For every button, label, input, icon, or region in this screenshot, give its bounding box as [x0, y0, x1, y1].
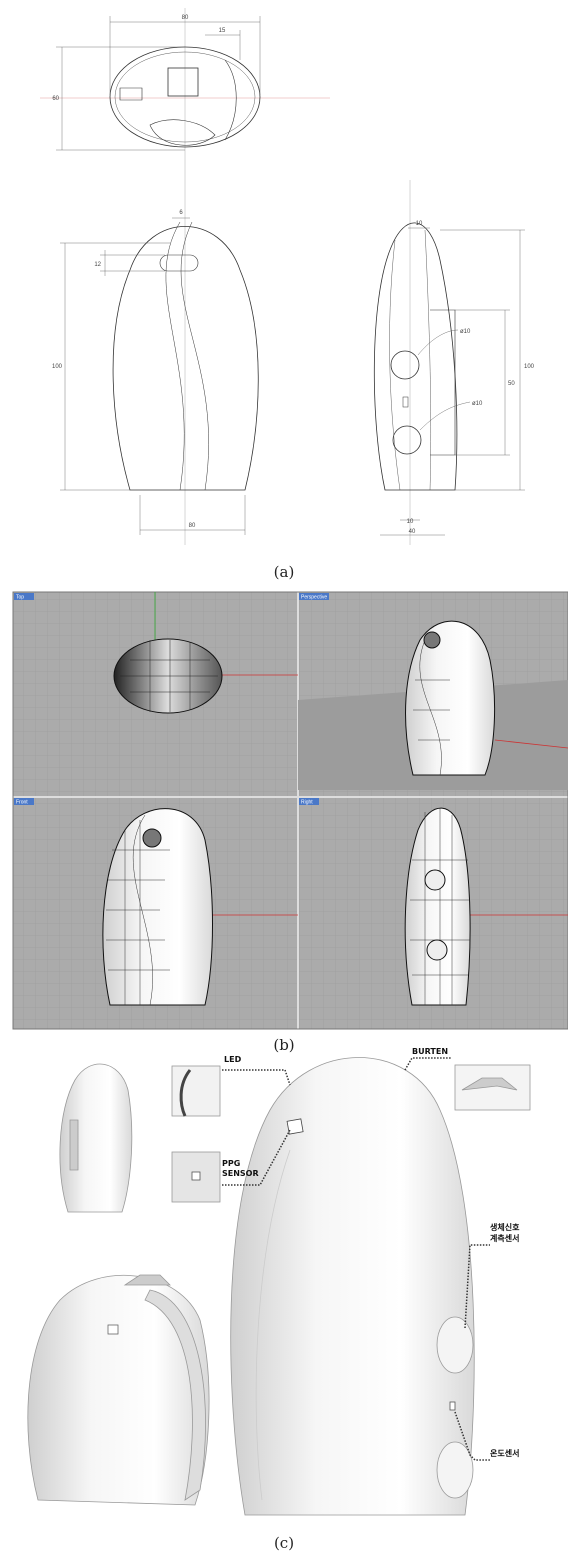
dimension: 100 [524, 364, 535, 370]
renderings [27, 1057, 531, 1516]
dimension: 40 [409, 529, 416, 535]
dimension: 15 [219, 28, 226, 34]
viewport-label: Front [16, 800, 28, 806]
dimension-labels: 80 15 60 6 12 100 80 10 100 50 ø10 ø10 1… [52, 15, 535, 535]
drawing-a [40, 8, 525, 545]
viewport-label: Top [16, 595, 24, 601]
dimension: ø10 [472, 401, 483, 407]
dimension: 10 [416, 221, 423, 227]
dimension: 50 [508, 381, 515, 387]
caption: (c) [274, 1534, 294, 1552]
callout: LED [224, 1055, 242, 1064]
caption: (a) [274, 563, 295, 581]
callout: 온도센서 [490, 1448, 519, 1458]
dimension: 100 [52, 364, 63, 370]
dimension: 80 [182, 15, 189, 21]
caption: (b) [273, 1036, 294, 1054]
callout: BURTEN [412, 1047, 448, 1056]
viewport-label: Right [301, 800, 313, 806]
dimension: 12 [94, 262, 101, 268]
dimension: 80 [189, 523, 196, 529]
callout-leaders [222, 1057, 490, 1461]
dimension: 60 [52, 96, 59, 102]
dimension: 10 [407, 519, 414, 525]
callout: PPG [222, 1159, 240, 1168]
viewport-label: Perspective [301, 595, 327, 601]
dimension: 6 [179, 210, 183, 216]
callout: 계측센서 [490, 1233, 519, 1243]
cad-viewports: Top Perspective Front Right [12, 591, 568, 1030]
callout: 생체신호 [490, 1222, 520, 1232]
callout-labels: LED PPG SENSOR BURTEN 생체신호 계측센서 온도센서 [222, 1047, 520, 1458]
callout: SENSOR [222, 1169, 259, 1178]
dimension: ø10 [460, 329, 471, 335]
